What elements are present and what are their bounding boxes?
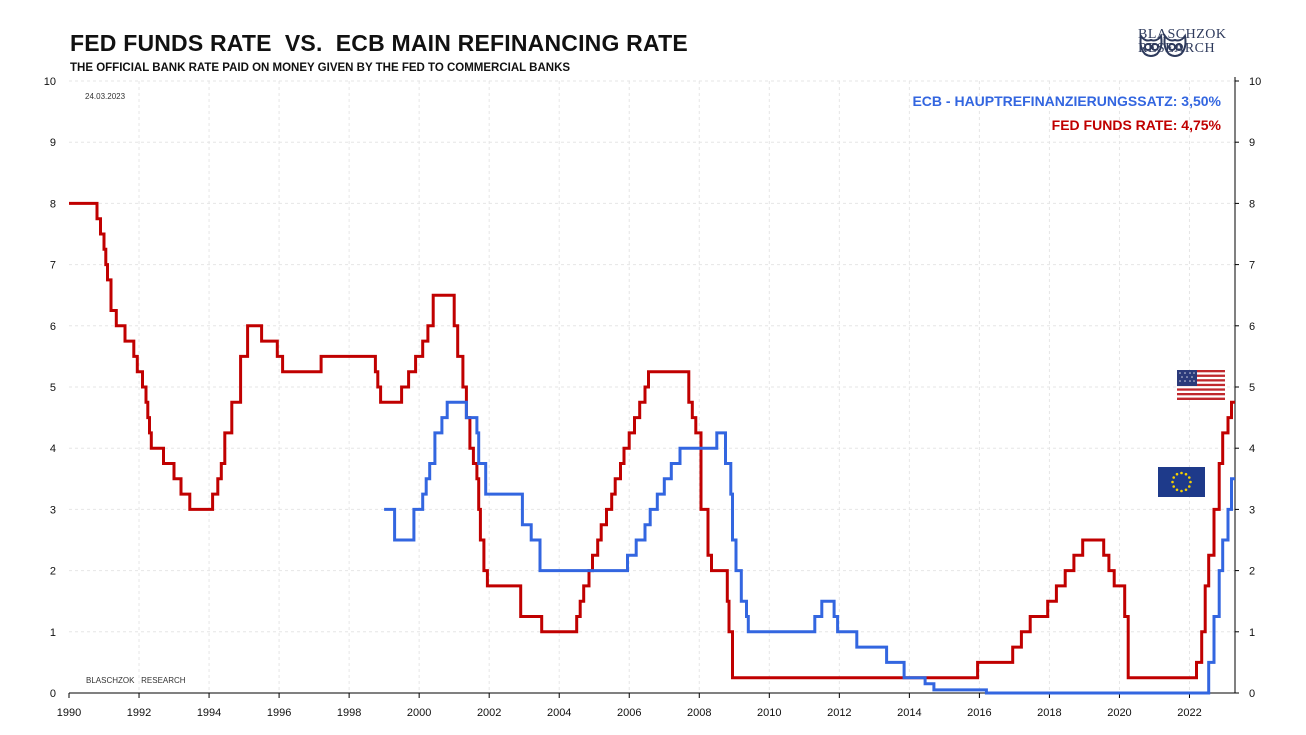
x-tick-label: 1996 [267, 707, 291, 719]
date-label: 24.03.2023 [85, 92, 126, 101]
y-tick-label-left: 10 [44, 76, 56, 88]
eu-star [1189, 480, 1192, 484]
y-tick-label-left: 1 [50, 627, 56, 639]
y-tick-label-right: 8 [1249, 198, 1255, 210]
y-tick-label-right: 4 [1249, 443, 1255, 455]
eu-star [1180, 489, 1183, 493]
x-tick-label: 2010 [757, 707, 781, 719]
eu-flag-icon [1158, 467, 1205, 497]
x-tick-label: 2012 [827, 707, 851, 719]
y-tick-label-left: 4 [50, 443, 56, 455]
eu-star [1172, 476, 1176, 479]
x-tick-label: 2008 [687, 707, 711, 719]
y-tick-label-right: 1 [1249, 627, 1255, 639]
eu-star [1187, 485, 1191, 488]
y-tick-label-right: 2 [1249, 566, 1255, 578]
y-tick-label-right: 7 [1249, 260, 1255, 272]
x-tick-label: 1994 [197, 707, 221, 719]
x-tick-label: 2002 [477, 707, 501, 719]
chart-subtitle: THE OFFICIAL BANK RATE PAID ON MONEY GIV… [70, 62, 571, 74]
grid-lines [69, 80, 1235, 693]
x-tick-label: 2016 [967, 707, 991, 719]
x-tick-label: 2022 [1177, 707, 1201, 719]
y-tick-label-right: 6 [1249, 321, 1255, 333]
eu-star [1175, 472, 1179, 476]
eu-star [1184, 472, 1188, 476]
tick-labels: 0 0 1 1 2 2 3 3 4 4 5 5 6 6 7 7 8 8 9 9 10 10 1990 1992 1994 1996… [44, 76, 1262, 719]
eu-star [1187, 476, 1191, 479]
annotations: ECB - HAUPTREFINANZIERUNGSSATZ: 3,50% FED… [85, 92, 1222, 685]
x-tick-label: 2006 [617, 707, 641, 719]
logo-line2: RESEARCH [1138, 41, 1216, 56]
y-tick-label-left: 0 [50, 688, 56, 700]
logo-line1: BLASCHZOK [1138, 27, 1227, 42]
us-flag-icon [1177, 370, 1225, 400]
watermark-text: BLASCHZOK RESEARCH [86, 676, 186, 685]
x-tick-label: 2014 [897, 707, 921, 719]
logo-text: BLASCHZOK RESEARCH [1138, 28, 1227, 56]
series-group [69, 201, 1235, 695]
x-tick-label: 1998 [337, 707, 361, 719]
x-tick-label: 2004 [547, 707, 571, 719]
owl-logo-icon [1139, 33, 1187, 57]
x-tick-label: 1990 [57, 707, 81, 719]
y-tick-label-left: 7 [50, 260, 56, 272]
eu-star [1171, 480, 1174, 484]
ecb-series-line [384, 400, 1235, 695]
y-tick-label-left: 3 [50, 504, 56, 516]
x-tick-label: 2018 [1037, 707, 1061, 719]
eu-star [1180, 471, 1183, 475]
y-tick-label-left: 8 [50, 198, 56, 210]
x-tick-label: 1992 [127, 707, 151, 719]
eu-star [1172, 485, 1176, 488]
y-tick-label-left: 5 [50, 382, 56, 394]
y-tick-label-right: 10 [1249, 76, 1261, 88]
y-tick-label-right: 3 [1249, 504, 1255, 516]
fed-series-line [69, 201, 1235, 680]
y-tick-label-right: 5 [1249, 382, 1255, 394]
y-tick-label-right: 0 [1249, 688, 1255, 700]
legend-label: FED FUNDS RATE: 4,75% [1052, 117, 1222, 133]
eu-star [1175, 488, 1179, 492]
y-tick-label-left: 6 [50, 321, 56, 333]
y-tick-label-left: 9 [50, 137, 56, 149]
x-tick-label: 2020 [1107, 707, 1131, 719]
x-tick-label: 2000 [407, 707, 431, 719]
y-tick-label-right: 9 [1249, 137, 1255, 149]
legend-label: ECB - HAUPTREFINANZIERUNGSSATZ: 3,50% [912, 93, 1221, 109]
chart-title: FED FUNDS RATE VS. ECB MAIN REFINANCING … [70, 30, 688, 56]
y-tick-label-left: 2 [50, 566, 56, 578]
eu-star [1184, 488, 1188, 492]
